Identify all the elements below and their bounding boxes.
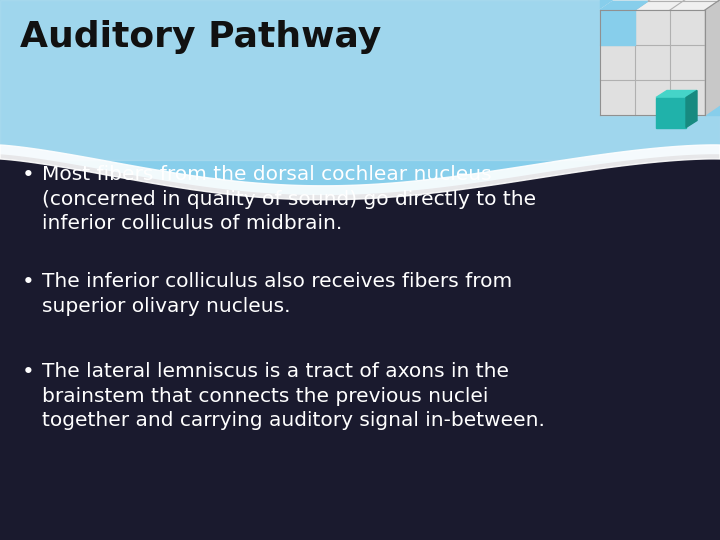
Polygon shape <box>0 155 720 540</box>
Polygon shape <box>686 91 697 127</box>
Bar <box>0 0 720 160</box>
Text: The lateral lemniscus is a tract of axons in the
brainstem that connects the pre: The lateral lemniscus is a tract of axon… <box>42 362 545 430</box>
Bar <box>600 10 635 45</box>
Text: The inferior colliculus also receives fibers from
superior olivary nucleus.: The inferior colliculus also receives fi… <box>42 272 512 316</box>
Bar <box>600 0 720 115</box>
Polygon shape <box>600 10 705 115</box>
Text: •: • <box>22 272 35 292</box>
Text: •: • <box>22 165 35 185</box>
Polygon shape <box>656 91 697 98</box>
Polygon shape <box>705 0 720 115</box>
Polygon shape <box>656 98 686 127</box>
Text: Auditory Pathway: Auditory Pathway <box>20 20 382 54</box>
Polygon shape <box>600 1 648 10</box>
Text: •: • <box>22 362 35 382</box>
Text: Most fibers from the dorsal cochlear nucleus
(concerned in quality of sound) go : Most fibers from the dorsal cochlear nuc… <box>42 165 536 233</box>
Polygon shape <box>600 0 720 10</box>
